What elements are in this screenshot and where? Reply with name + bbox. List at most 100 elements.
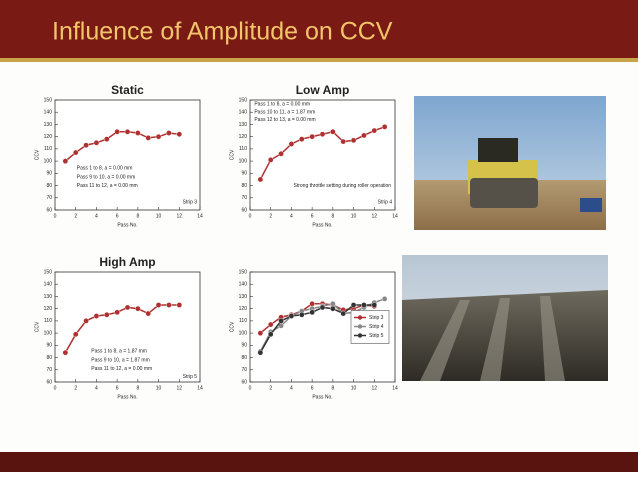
data-point <box>371 127 378 134</box>
data-point <box>93 313 100 319</box>
field-strip <box>480 298 510 381</box>
x-tick-label: 14 <box>197 385 203 391</box>
data-point <box>114 128 120 135</box>
y-tick-label: 70 <box>241 195 247 201</box>
field-strip <box>420 300 470 381</box>
data-point <box>298 311 305 318</box>
chart-title: Low Amp <box>296 83 350 97</box>
y-tick-label: 90 <box>46 343 52 349</box>
y-tick-label: 100 <box>44 330 53 336</box>
y-tick-label: 100 <box>239 330 248 336</box>
data-point <box>309 309 315 316</box>
photo-field <box>402 255 608 381</box>
data-point <box>124 128 131 135</box>
y-tick-label: 80 <box>241 355 247 361</box>
x-tick-label: 6 <box>311 385 314 391</box>
data-point <box>330 305 336 312</box>
data-point <box>257 349 264 356</box>
x-tick-label: 12 <box>372 385 378 391</box>
field-strip <box>540 296 565 381</box>
y-tick-label: 150 <box>44 97 53 103</box>
roller-cab <box>478 138 518 162</box>
data-point <box>267 157 274 163</box>
y-axis-label: CCV <box>229 149 235 160</box>
data-point <box>145 310 152 317</box>
photo-roller <box>414 96 606 230</box>
data-point <box>361 302 367 308</box>
data-point <box>114 309 120 316</box>
footer-bar <box>0 452 638 472</box>
y-tick-label: 60 <box>46 207 52 213</box>
legend-label: Strip 5 <box>369 333 384 339</box>
annotation: Pass 11 to 12, a = 0.00 mm <box>91 366 152 372</box>
y-tick-label: 80 <box>46 355 52 361</box>
chart-title: High Amp <box>99 255 155 269</box>
roller-drum <box>470 178 538 208</box>
data-point <box>176 302 183 308</box>
x-tick-label: 14 <box>392 385 398 391</box>
x-tick-label: 2 <box>269 213 272 219</box>
annotation: Pass 11 to 12, a = 0.00 mm <box>77 183 138 189</box>
y-tick-label: 80 <box>46 183 52 189</box>
y-tick-label: 100 <box>239 158 248 164</box>
y-tick-label: 130 <box>44 294 53 300</box>
x-tick-label: 12 <box>177 385 183 391</box>
x-tick-label: 6 <box>311 213 314 219</box>
data-point <box>381 296 388 302</box>
y-tick-label: 60 <box>46 379 52 385</box>
legend-swatch <box>357 324 363 329</box>
data-point <box>93 139 100 146</box>
plot-frame <box>54 99 201 211</box>
x-tick-label: 8 <box>136 385 139 391</box>
x-tick-label: 8 <box>331 213 334 219</box>
y-tick-label: 130 <box>239 294 248 300</box>
x-tick-label: 10 <box>351 385 357 391</box>
data-point <box>124 304 131 311</box>
x-tick-label: 8 <box>136 213 139 219</box>
y-tick-label: 70 <box>241 367 247 373</box>
y-tick-label: 120 <box>239 134 248 140</box>
data-point <box>72 331 79 338</box>
y-axis-label: CCV <box>34 149 40 160</box>
data-point <box>267 321 274 328</box>
annotation: Strip 3 <box>183 200 198 206</box>
data-point <box>103 311 110 318</box>
annotation: Strip 5 <box>183 374 198 380</box>
annotation: Strong throttle setting during roller op… <box>294 183 392 189</box>
annotation: Pass 9 to 10, a = 1.87 mm <box>91 357 150 363</box>
data-point <box>155 133 162 140</box>
annotation: Pass 1 to 8, a = 0.00 mm <box>77 166 133 172</box>
data-point <box>257 330 264 336</box>
annotation: Pass 1 to 8, a = 0.00 mm <box>254 102 310 108</box>
x-tick-label: 4 <box>290 213 293 219</box>
x-tick-label: 0 <box>54 385 57 391</box>
x-tick-label: 0 <box>249 213 252 219</box>
y-tick-label: 70 <box>46 367 52 373</box>
annotation: Pass 9 to 10, a = 0.00 mm <box>77 174 136 180</box>
data-point <box>155 302 162 308</box>
data-point <box>381 124 388 130</box>
x-tick-label: 8 <box>331 385 334 391</box>
y-tick-label: 110 <box>239 318 247 324</box>
y-tick-label: 140 <box>239 110 248 116</box>
data-point <box>361 132 367 139</box>
y-tick-label: 110 <box>44 146 52 152</box>
data-point <box>288 141 295 147</box>
slide-title: Influence of Amplitude on CCV <box>52 18 393 46</box>
x-tick-label: 6 <box>116 213 119 219</box>
annotation: Pass 1 to 8, a = 1.87 mm <box>91 349 147 355</box>
data-point <box>257 176 264 183</box>
plot-frame <box>249 99 396 211</box>
data-point <box>166 302 172 308</box>
x-tick-label: 14 <box>197 213 203 219</box>
y-tick-label: 150 <box>44 269 53 275</box>
x-tick-label: 0 <box>54 213 57 219</box>
y-tick-label: 150 <box>239 269 248 275</box>
data-point <box>166 130 172 136</box>
x-tick-label: 4 <box>95 385 98 391</box>
data-point <box>267 331 274 338</box>
y-tick-label: 60 <box>241 379 247 385</box>
